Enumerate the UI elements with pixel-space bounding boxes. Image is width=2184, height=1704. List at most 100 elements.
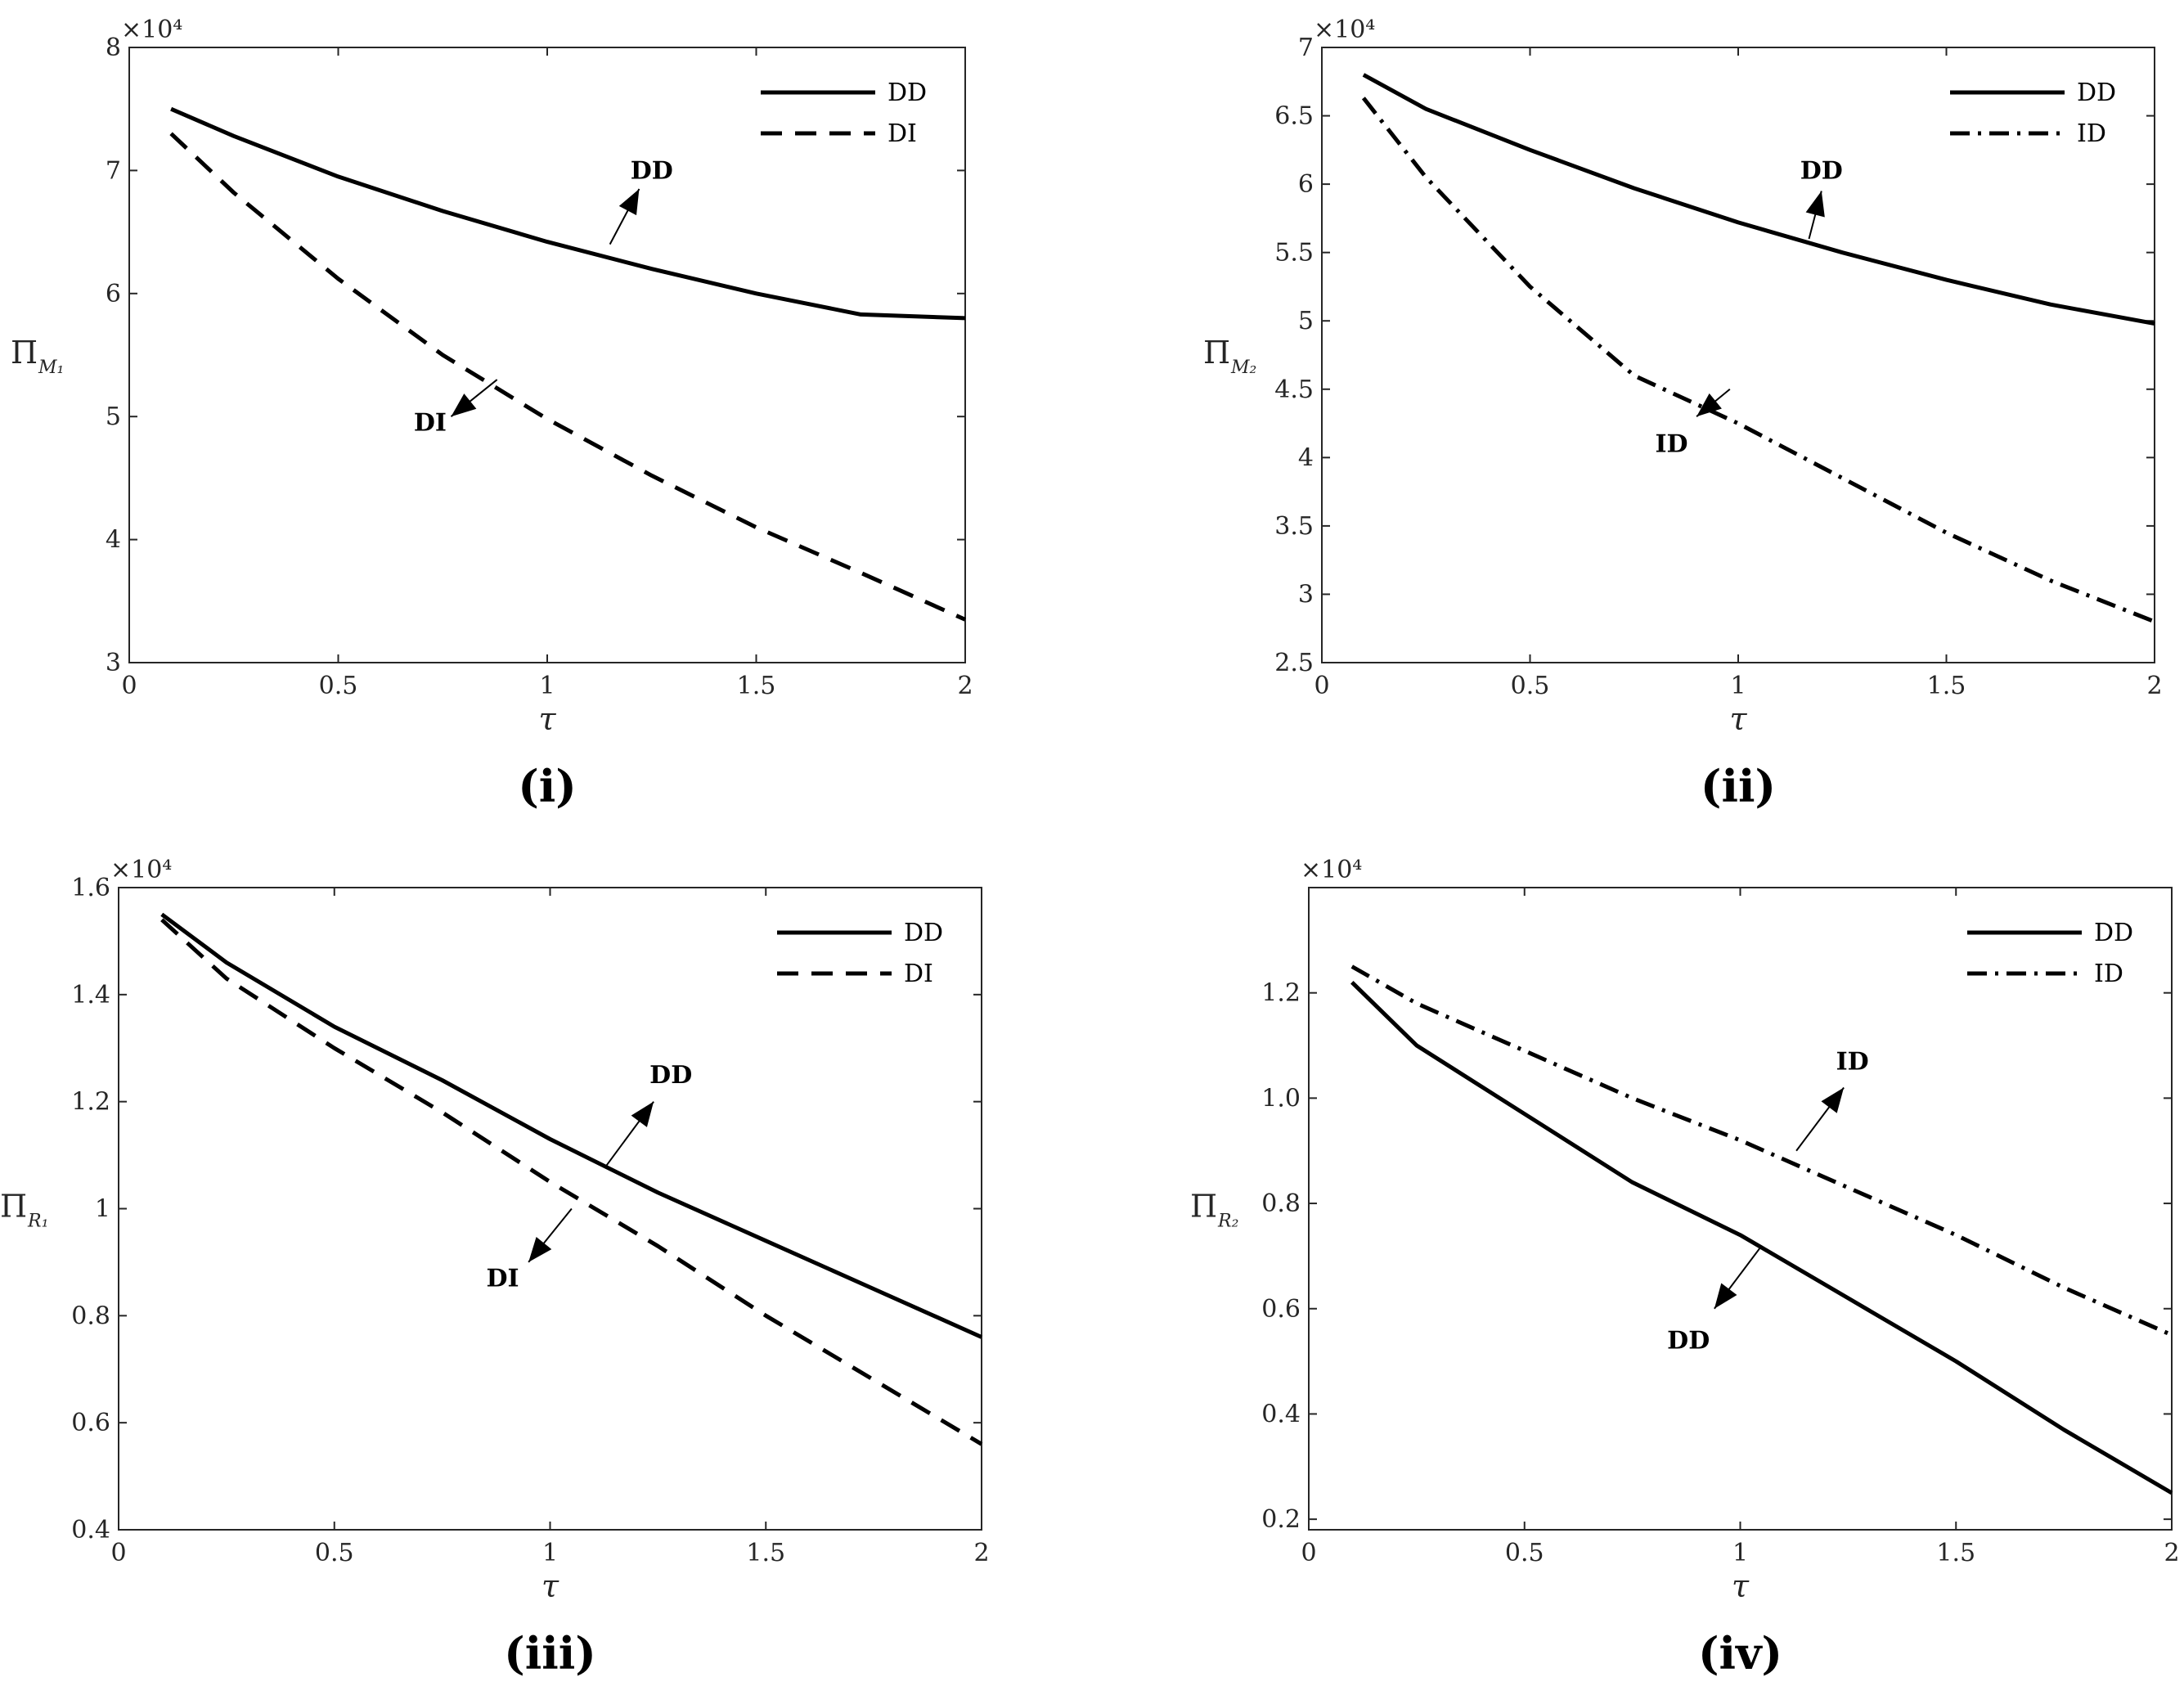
y-axis-label-subscript: R₂ <box>1217 1212 1238 1232</box>
legend-label-dd: DD <box>2094 919 2133 947</box>
y-tick-label: 7 <box>106 156 121 185</box>
x-axis-label: τ <box>1732 1568 1750 1604</box>
x-tick-label: 1 <box>1730 672 1746 700</box>
y-tick-label: 0.6 <box>71 1409 110 1437</box>
annotation-arrow-head <box>1821 1087 1845 1113</box>
legend-label-id: ID <box>2094 960 2123 988</box>
x-tick-label: 1.5 <box>1936 1539 1975 1567</box>
plot-frame <box>118 887 982 1531</box>
annotation-label: DD <box>631 156 673 185</box>
x-tick-label: 1 <box>1732 1539 1748 1567</box>
y-tick-label: 0.6 <box>1261 1295 1301 1324</box>
x-tick-label: 1.5 <box>1927 672 1966 700</box>
series-line-id <box>1361 97 2155 624</box>
x-axis-label: τ <box>538 701 556 737</box>
y-tick-label: 3.5 <box>1274 512 1314 541</box>
y-tick-label: 6.5 <box>1274 102 1314 131</box>
x-tick-label: 2 <box>2146 672 2162 700</box>
y-tick-label: 0.2 <box>1261 1505 1301 1534</box>
y-tick-label: 2.5 <box>1274 649 1314 677</box>
axis-exponent-label: ×10⁴ <box>1301 856 1362 884</box>
y-tick-label: 0.8 <box>1261 1189 1301 1218</box>
y-tick-label: 0.8 <box>71 1302 110 1330</box>
plot-frame <box>128 47 966 663</box>
y-tick-label: 3 <box>1298 580 1314 609</box>
x-tick-label: 1 <box>539 672 555 700</box>
x-tick-label: 1 <box>542 1539 558 1567</box>
y-axis-label: Π <box>1190 1189 1217 1225</box>
annotation-label: ID <box>1836 1047 1869 1076</box>
annotation-label: DD <box>1800 156 1843 185</box>
legend-label-id: ID <box>2077 119 2106 148</box>
y-tick-label: 1 <box>95 1195 110 1224</box>
x-tick-label: 2 <box>973 1539 989 1567</box>
x-tick-label: 1.5 <box>737 672 776 700</box>
axis-exponent-label: ×10⁴ <box>1314 16 1375 44</box>
annotation-label: ID <box>1656 430 1688 459</box>
y-tick-label: 5 <box>106 402 121 431</box>
x-tick-label: 0.5 <box>315 1539 354 1567</box>
annotation-arrow-head <box>618 188 640 216</box>
y-axis-label-subscript: M₂ <box>1230 357 1256 378</box>
y-tick-label: 1.4 <box>71 981 110 1009</box>
series-line-dd <box>1362 73 2155 326</box>
x-tick-label: 2 <box>2164 1539 2179 1567</box>
y-tick-label: 0.4 <box>1261 1400 1301 1428</box>
chart-panel-1: 0 0.5 1 1.5 2 3 4 5 6 7 8×10⁴ τ Π M₁ DD DI DD DI (i) <box>11 16 973 812</box>
panel-label: (i) <box>518 760 577 812</box>
annotation-label: DD <box>649 1061 692 1090</box>
annotation-arrow-head <box>528 1237 552 1262</box>
panel-label: (iii) <box>504 1627 596 1679</box>
y-axis-label-subscript: R₁ <box>27 1212 48 1232</box>
y-tick-label: 1.6 <box>71 874 110 902</box>
annotation-arrow-head <box>1696 393 1722 417</box>
annotation-label: DI <box>486 1265 519 1293</box>
axis-exponent-label: ×10⁴ <box>110 856 172 884</box>
y-tick-label: 5 <box>1298 307 1314 335</box>
annotation-arrow-head <box>631 1101 654 1127</box>
x-tick-label: 1.5 <box>746 1539 785 1567</box>
x-tick-label: 0.5 <box>1511 672 1550 700</box>
annotation-label: DD <box>1667 1326 1710 1355</box>
x-tick-label: 0 <box>110 1539 126 1567</box>
y-tick-label: 6 <box>106 280 121 308</box>
y-tick-label: 8 <box>106 34 121 62</box>
x-tick-label: 0.5 <box>1505 1539 1544 1567</box>
y-tick-label: 4 <box>1298 443 1314 472</box>
x-tick-label: 2 <box>957 672 973 700</box>
annotation-arrow-head <box>451 393 477 417</box>
y-tick-label: 5.5 <box>1274 239 1314 268</box>
x-axis-label: τ <box>1729 701 1747 737</box>
x-tick-label: 0 <box>121 672 137 700</box>
y-tick-label: 4.5 <box>1274 375 1314 404</box>
x-axis-label: τ <box>542 1568 559 1604</box>
y-axis-label: Π <box>11 335 38 371</box>
y-tick-label: 0.4 <box>71 1516 110 1544</box>
panel-label: (iv) <box>1698 1627 1782 1679</box>
annotation-arrow-head <box>1714 1283 1737 1309</box>
x-tick-label: 0 <box>1314 672 1329 700</box>
annotation-arrow-head <box>1805 191 1825 218</box>
legend-label-di: DI <box>888 119 917 148</box>
chart-panel-4: 0 0.5 1 1.5 2 0.2 0.4 0.6 0.8 1.0 1.2 ×10⁴ τ Π R₂ DD ID I… <box>1190 856 2180 1679</box>
y-axis-label-subscript: M₁ <box>38 357 64 378</box>
legend-label-dd: DD <box>888 79 927 107</box>
series-line-dd <box>170 106 966 321</box>
annotation-label: DI <box>414 409 447 438</box>
legend-label-di: DI <box>904 960 933 988</box>
series-line-dd <box>1350 981 2173 1495</box>
y-tick-label: 1.2 <box>71 1088 110 1117</box>
y-tick-label: 4 <box>106 526 121 555</box>
panel-label: (ii) <box>1701 760 1776 812</box>
x-tick-label: 0 <box>1301 1539 1316 1567</box>
series-line-di <box>160 918 983 1446</box>
y-tick-label: 6 <box>1298 170 1314 199</box>
series-line-dd <box>160 912 983 1339</box>
plot-frame <box>1308 887 2173 1531</box>
y-axis-label: Π <box>0 1189 27 1225</box>
chart-panel-2: 0 0.5 1 1.5 2 2.5 3 3.5 4 4.5 5 5.5 6 6.5 7×10⁴ τ Π M₂ DD I… <box>1203 16 2163 812</box>
axis-exponent-label: ×10⁴ <box>121 16 182 44</box>
legend-label-dd: DD <box>2077 79 2116 107</box>
legend-label-dd: DD <box>904 919 943 947</box>
